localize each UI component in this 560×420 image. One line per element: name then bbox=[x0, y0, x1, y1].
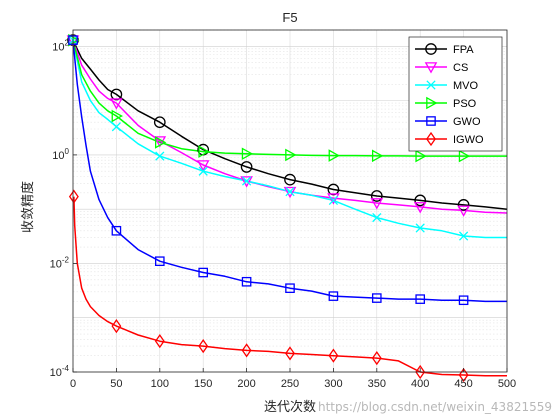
legend-marker-gwo bbox=[426, 116, 436, 126]
marker-igwo bbox=[154, 334, 165, 349]
marker-fpa bbox=[327, 183, 340, 196]
marker-fpa bbox=[153, 116, 166, 129]
legend-marker-mvo bbox=[426, 80, 436, 90]
legend-label-fpa: FPA bbox=[453, 44, 474, 56]
marker-igwo bbox=[68, 189, 79, 204]
x-tick-label: 0 bbox=[70, 378, 76, 390]
chart-title: F5 bbox=[282, 10, 297, 25]
y-axis-label: 收敛精度 bbox=[20, 181, 36, 233]
marker-pso bbox=[371, 149, 384, 163]
marker-mvo bbox=[415, 223, 425, 233]
marker-gwo bbox=[241, 276, 252, 287]
axis-ticks: 0 50 100 150 200 250 300 350 400 450 500 102 100 10-2… bbox=[50, 38, 517, 390]
marker-gwo bbox=[371, 293, 382, 303]
marker-igwo bbox=[328, 348, 339, 363]
x-axis-label: 迭代次数 bbox=[264, 399, 316, 415]
marker-mvo bbox=[458, 231, 469, 241]
marker-cs bbox=[283, 186, 297, 199]
marker-fpa bbox=[370, 190, 383, 202]
marker-mvo bbox=[328, 195, 339, 206]
marker-mvo bbox=[111, 122, 122, 132]
marker-fpa bbox=[110, 88, 123, 101]
x-tick-label: 350 bbox=[368, 378, 386, 390]
legend-marker-fpa bbox=[425, 43, 437, 55]
series-line-mvo bbox=[72, 40, 507, 239]
marker-pso bbox=[241, 147, 254, 161]
marker-mvo bbox=[285, 187, 295, 197]
marker-igwo bbox=[241, 343, 252, 358]
x-tick-label: 300 bbox=[324, 378, 342, 390]
marker-cs bbox=[457, 205, 470, 217]
series-lines bbox=[72, 39, 508, 377]
x-tick-label: 100 bbox=[151, 378, 169, 390]
marker-cs bbox=[196, 160, 210, 172]
marker-igwo bbox=[415, 364, 426, 380]
y-tick-label: 10-2 bbox=[50, 255, 70, 270]
legend-marker-cs bbox=[424, 62, 438, 74]
y-tick-label: 100 bbox=[52, 147, 69, 162]
x-tick-label: 500 bbox=[498, 378, 516, 390]
y-tick-label: 102 bbox=[52, 38, 69, 53]
legend-marker-igwo bbox=[426, 131, 436, 147]
marker-cs bbox=[110, 98, 123, 110]
legend-label-igwo: IGWO bbox=[453, 134, 484, 146]
legend-label-pso: PSO bbox=[453, 98, 477, 110]
marker-igwo bbox=[285, 346, 295, 361]
marker-fpa bbox=[284, 173, 296, 186]
marker-gwo bbox=[458, 295, 469, 306]
marker-gwo bbox=[198, 267, 209, 278]
marker-pso bbox=[198, 145, 210, 158]
marker-mvo bbox=[198, 166, 208, 176]
legend-label-mvo: MVO bbox=[453, 80, 479, 92]
legend-label-gwo: GWO bbox=[453, 116, 481, 128]
marker-cs bbox=[370, 198, 384, 210]
marker-cs bbox=[240, 176, 253, 188]
marker-pso bbox=[154, 136, 167, 149]
x-tick-label: 200 bbox=[237, 378, 255, 390]
marker-mvo bbox=[372, 212, 382, 223]
x-tick-label: 150 bbox=[194, 378, 212, 390]
marker-mvo bbox=[155, 151, 165, 161]
marker-pso bbox=[111, 109, 123, 123]
marker-gwo bbox=[328, 291, 339, 301]
legend-box bbox=[408, 36, 503, 152]
marker-igwo bbox=[198, 338, 209, 354]
series-line-igwo bbox=[73, 196, 507, 377]
marker-pso bbox=[285, 148, 297, 162]
x-tick-label: 450 bbox=[454, 378, 472, 390]
watermark: https://blog.csdn.net/weixin_43821559 bbox=[318, 400, 552, 414]
x-tick-label: 400 bbox=[411, 378, 429, 390]
x-tick-label: 50 bbox=[110, 378, 122, 390]
marker-gwo bbox=[154, 256, 165, 267]
legend: FPA CS MVO PSO GWO IGWO bbox=[408, 36, 503, 152]
marker-gwo bbox=[285, 283, 295, 294]
series-line-fpa bbox=[72, 39, 508, 210]
y-tick-label: 10-4 bbox=[50, 364, 70, 379]
marker-igwo bbox=[111, 319, 122, 334]
legend-marker-pso bbox=[426, 96, 438, 110]
marker-fpa bbox=[457, 199, 470, 211]
marker-fpa bbox=[240, 161, 253, 173]
x-tick-label: 250 bbox=[281, 378, 299, 390]
marker-cs bbox=[413, 202, 427, 214]
legend-label-cs: CS bbox=[453, 62, 468, 74]
marker-pso bbox=[328, 149, 340, 162]
marker-igwo bbox=[371, 351, 382, 366]
series-markers bbox=[66, 33, 471, 383]
marker-mvo bbox=[241, 176, 252, 186]
marker-pso bbox=[415, 149, 427, 163]
marker-igwo bbox=[458, 367, 469, 383]
series-line-pso bbox=[72, 40, 507, 157]
marker-fpa bbox=[414, 194, 427, 207]
marker-gwo bbox=[415, 294, 426, 304]
marker-pso bbox=[458, 149, 471, 163]
marker-gwo bbox=[111, 225, 122, 236]
